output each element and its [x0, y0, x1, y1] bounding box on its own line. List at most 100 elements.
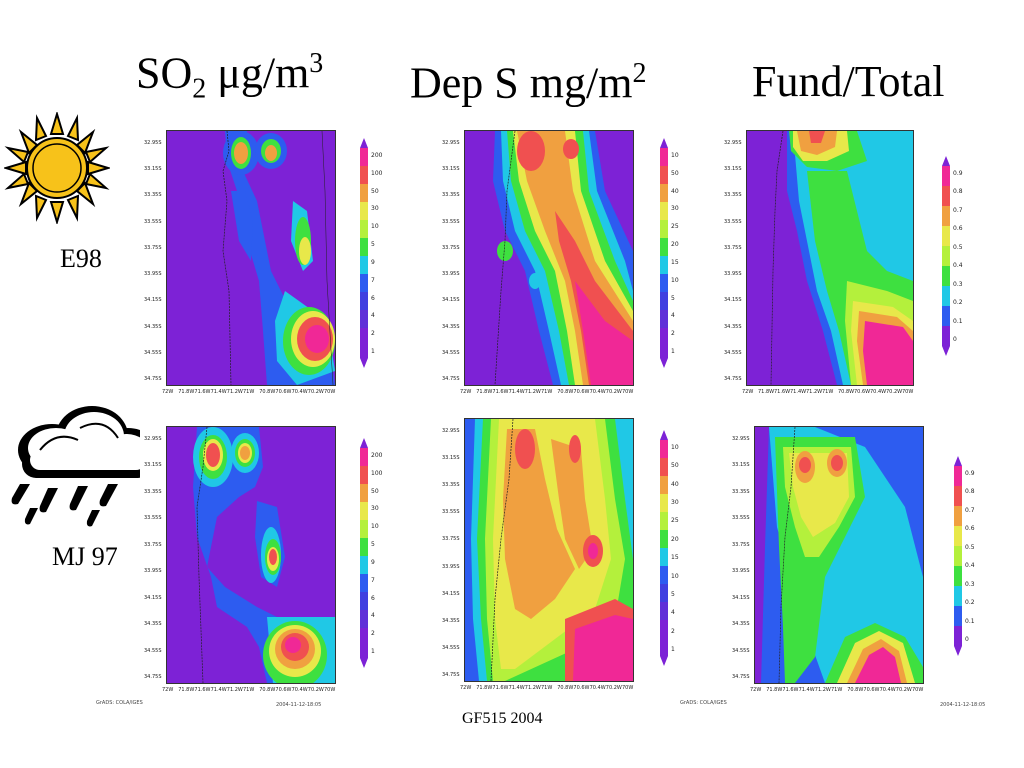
credit-left-1: GrADS: COLA/IGES [96, 700, 143, 706]
y-tick-label: 33.55S [442, 218, 460, 225]
colorbar-label: 0.9 [965, 470, 975, 477]
y-tick-label: 34.75S [442, 672, 460, 678]
y-tick-label: 33.95S [144, 568, 162, 575]
colorbar-label: 200 [371, 152, 383, 159]
x-tick-label: 70.2W [895, 687, 912, 693]
credit-right-2: 2004-11-12-18:05 [940, 702, 986, 708]
colorbar-label: 10 [371, 223, 379, 231]
x-tick-label: 70W [902, 389, 914, 395]
x-tick-label: 70.8W [557, 389, 574, 395]
colorbar-label: 15 [671, 258, 679, 266]
y-tick-label: 33.95S [442, 271, 460, 278]
y-tick-label: 34.35S [732, 621, 750, 628]
y-tick-label: 33.75S [442, 536, 460, 543]
x-tick-label: 71.4W [210, 389, 227, 395]
y-tick-label: 33.15S [144, 462, 162, 469]
credit-left-2: GrADS: COLA/IGES [680, 700, 727, 706]
colorbar-so2 [360, 438, 368, 673]
y-tick-label: 33.95S [442, 563, 460, 570]
x-tick-label: 71.6W [492, 685, 509, 691]
x-tick-label: 71W [243, 389, 255, 395]
x-tick-label: 71W [541, 685, 553, 691]
y-tick-label: 34.15S [442, 297, 460, 304]
x-tick-label: 71W [822, 389, 834, 395]
colorbar-label: 5 [671, 590, 675, 598]
x-tick-label: 71.6W [194, 687, 211, 693]
colorbar-label: 0.6 [953, 225, 963, 233]
x-tick-label: 70.6W [854, 389, 871, 395]
x-tick-label: 70.8W [838, 389, 855, 395]
x-tick-label: 70.8W [259, 687, 276, 693]
colorbar-label: 2 [671, 627, 675, 635]
y-tick-label: 32.95S [732, 436, 750, 442]
x-tick-label: 70W [622, 389, 634, 395]
colorbar-label: 25 [671, 517, 679, 525]
colorbar-label: 0.6 [965, 525, 975, 533]
x-tick-label: 71W [243, 687, 255, 693]
x-tick-label: 70.2W [886, 389, 903, 395]
y-tick-label: 34.15S [144, 297, 162, 304]
colorbar-label: 10 [671, 276, 679, 284]
colorbar-label: 30 [371, 205, 379, 213]
colorbar-label: 1 [671, 348, 675, 355]
colorbar-label: 2 [671, 330, 675, 338]
colorbar-label: 1 [371, 648, 375, 655]
y-tick-label: 34.55S [144, 349, 162, 356]
x-tick-label: 71.8W [178, 687, 195, 693]
x-tick-label: 70.8W [847, 687, 864, 693]
colorbar-label: 50 [371, 487, 379, 495]
x-tick-label: 71.6W [492, 389, 509, 395]
x-tick-label: 71.4W [798, 687, 815, 693]
colorbar-label: 100 [371, 169, 383, 177]
y-tick-label: 33.55S [144, 218, 162, 225]
colorbar-label: 5 [671, 294, 675, 302]
colorbar-label: 50 [671, 169, 679, 177]
colorbar-label: 30 [671, 205, 679, 213]
contour-map [464, 418, 634, 682]
x-tick-label: 71.8W [476, 685, 493, 691]
contour-map [166, 426, 336, 684]
x-tick-label: 70.4W [291, 687, 308, 693]
x-tick-label: 70.4W [291, 389, 308, 395]
y-tick-label: 33.75S [442, 244, 460, 251]
panel-frac-mj97: 32.95S 33.15S 33.35S 33.55S 33.75S 33.95S 34.1… [724, 420, 984, 708]
y-tick-label: 33.15S [442, 455, 460, 462]
colorbar-label: 0.2 [953, 299, 963, 307]
x-tick-label: 71.2W [806, 389, 823, 395]
y-tick-label: 34.55S [442, 349, 460, 356]
sun-icon [2, 110, 112, 229]
colorbar-label: 10 [371, 523, 379, 531]
y-tick-label: 33.35S [724, 192, 742, 199]
colorbar-label: 9 [371, 258, 375, 266]
colorbar-label: 0.3 [953, 280, 963, 288]
y-tick-label: 33.95S [144, 271, 162, 278]
colorbar-label: 10 [671, 152, 679, 159]
colorbar-label: 0.1 [965, 617, 975, 625]
colorbar-label: 1 [371, 348, 375, 355]
panel-so2-mj97: 32.95S 33.15S 33.35S 33.55S 33.75S 33.95S 34.1… [140, 420, 384, 708]
x-tick-label: 70.6W [275, 687, 292, 693]
column-title-fund-total: Fund/Total [752, 57, 945, 106]
x-tick-label: 70.6W [275, 389, 292, 395]
y-tick-label: 33.15S [724, 166, 742, 173]
x-tick-label: 71.6W [782, 687, 799, 693]
x-tick-label: 70.4W [879, 687, 896, 693]
x-tick-label: 70.6W [573, 685, 590, 691]
colorbar-label: 15 [671, 554, 679, 562]
colorbar-label: 40 [671, 187, 679, 195]
x-tick-label: 71.2W [814, 687, 831, 693]
x-tick-label: 72W [742, 389, 754, 395]
y-tick-label: 32.95S [144, 140, 162, 146]
x-tick-label: 71.6W [774, 389, 791, 395]
footer-label: GF515 2004 [462, 710, 543, 727]
contour-map [754, 426, 924, 684]
colorbar-label: 7 [371, 276, 375, 284]
y-tick-label: 34.55S [442, 644, 460, 651]
x-tick-label: 71.6W [194, 389, 211, 395]
y-tick-label: 33.15S [144, 166, 162, 173]
colorbar-dep [660, 138, 668, 373]
y-tick-label: 34.15S [732, 594, 750, 601]
y-tick-label: 33.75S [144, 244, 162, 251]
colorbar-dep [660, 430, 668, 671]
colorbar-label: 30 [371, 505, 379, 513]
